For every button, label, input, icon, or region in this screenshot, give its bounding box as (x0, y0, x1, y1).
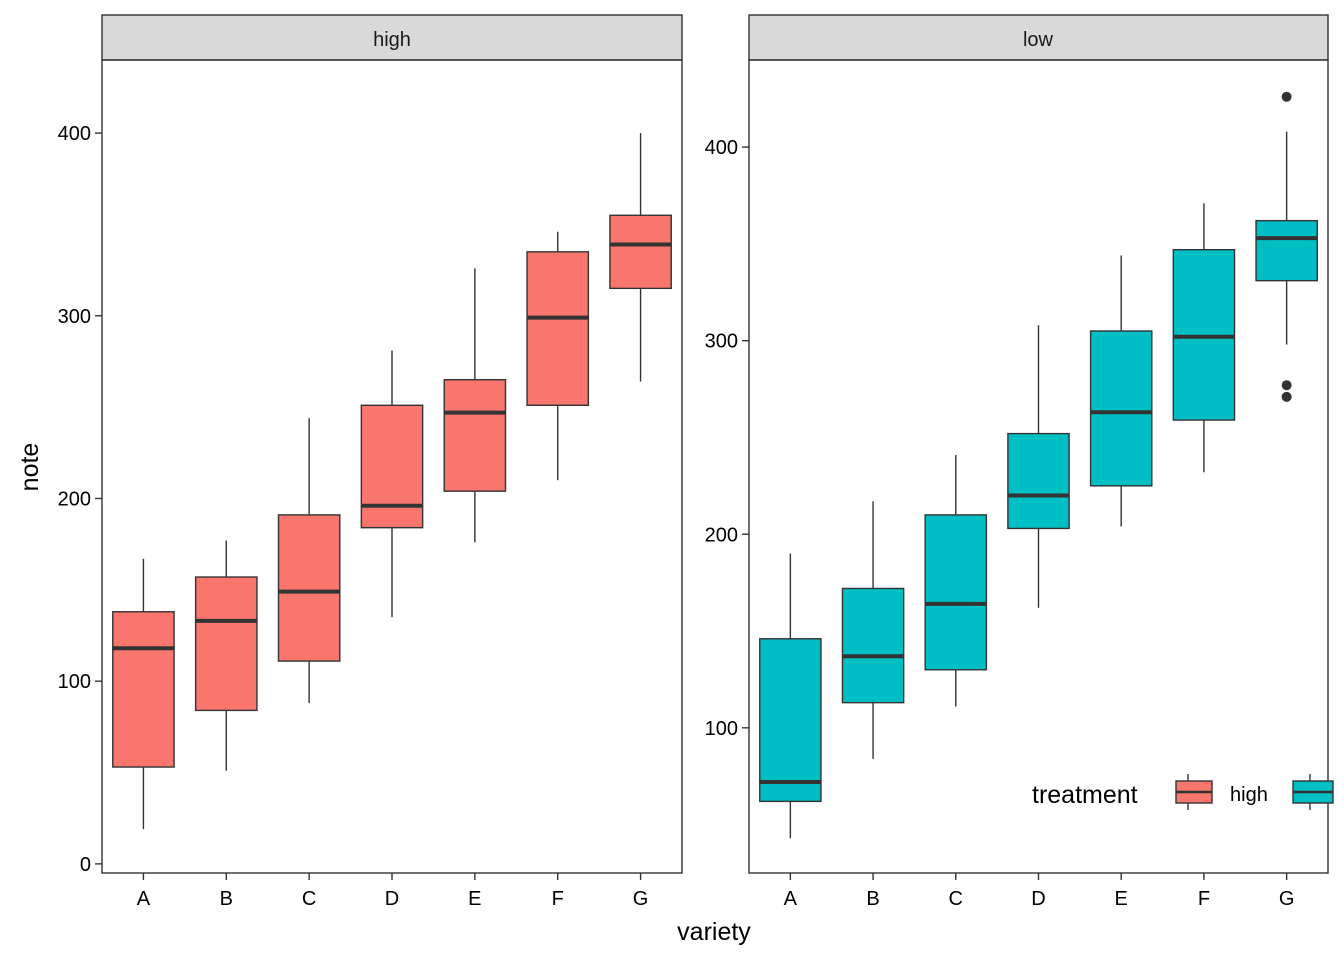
x-tick-label: C (949, 888, 963, 910)
legend-label-high: high (1230, 784, 1268, 806)
y-tick-label: 100 (705, 718, 738, 740)
box-high-F (526, 251, 590, 406)
box-low-G-outlier (1281, 380, 1292, 391)
y-tick-label: 300 (705, 331, 738, 353)
box-high-E (443, 379, 507, 492)
box-low-G-outlier (1281, 391, 1292, 402)
box-high-D (360, 404, 424, 529)
box-low-A (759, 638, 822, 803)
x-tick-label: F (1198, 888, 1210, 910)
x-tick-label: F (552, 888, 564, 910)
y-tick-label: 100 (58, 671, 91, 693)
y-tick-label: 0 (80, 854, 91, 876)
y-tick-label: 200 (705, 524, 738, 546)
strip-label-low: low (1023, 29, 1054, 51)
box-high-B (194, 576, 258, 712)
strip-label-high: high (373, 29, 411, 51)
box-high-C (277, 514, 341, 662)
y-axis-title: note (16, 443, 44, 492)
box-low-D (1007, 432, 1070, 530)
x-tick-label: A (784, 888, 798, 910)
x-tick-label: B (220, 888, 233, 910)
box-high-A (112, 611, 175, 768)
box-low-B (841, 587, 905, 704)
y-tick-label: 200 (58, 488, 91, 510)
strip-high (101, 14, 683, 61)
x-tick-label: B (866, 888, 879, 910)
box-high-G (609, 214, 672, 290)
x-tick-label: E (1115, 888, 1128, 910)
x-tick-label: A (137, 888, 151, 910)
box-low-E (1089, 330, 1153, 487)
panel-marks-low: 100 200 300 400 A B C D E F G (705, 91, 1318, 910)
y-tick-label: 300 (58, 306, 91, 328)
legend-title: treatment (1032, 781, 1138, 809)
panel-high: high 0 100 200 300 400 A B C D E F G (58, 14, 683, 910)
x-axis-title: variety (677, 918, 751, 946)
x-tick-label: G (633, 888, 649, 910)
panel-low: low 100 200 300 400 A B C D E F G (705, 14, 1329, 910)
strip-low (748, 14, 1329, 61)
x-tick-label: D (1031, 888, 1045, 910)
box-low-G-outlier (1281, 91, 1292, 102)
x-tick-label: G (1279, 888, 1295, 910)
panel-marks-high: 0 100 200 300 400 A B C D E F G (58, 123, 672, 910)
x-tick-label: E (468, 888, 481, 910)
x-tick-label: D (385, 888, 399, 910)
x-tick-label: C (302, 888, 316, 910)
legend: treatment high (1032, 774, 1334, 810)
box-low-G (1255, 219, 1318, 282)
y-tick-label: 400 (705, 137, 738, 159)
y-tick-label: 400 (58, 123, 91, 145)
box-low-C (924, 514, 988, 671)
